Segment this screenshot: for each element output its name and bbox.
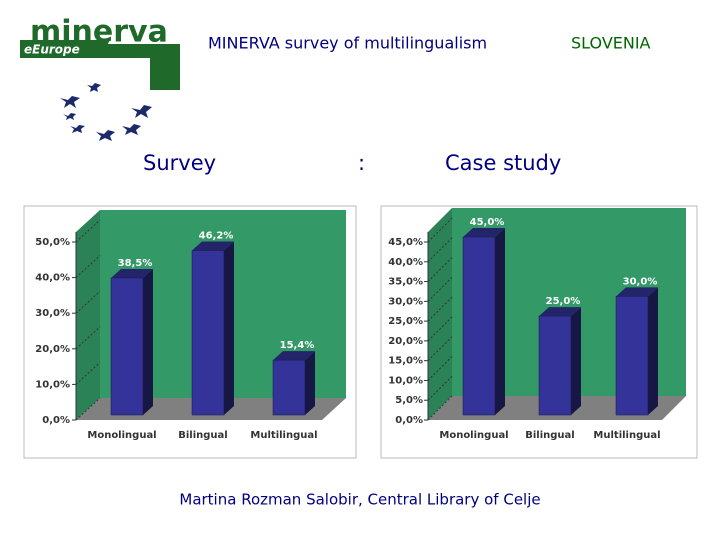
grid-line bbox=[427, 375, 453, 401]
grid-line bbox=[427, 276, 453, 302]
right-label: Case study bbox=[445, 151, 561, 175]
y-tick-label: 5,0% bbox=[395, 395, 423, 406]
y-tick-label: 30,0% bbox=[388, 296, 423, 307]
logo-band bbox=[20, 40, 110, 58]
value-label: 15,4% bbox=[280, 340, 315, 351]
side-wall bbox=[76, 210, 100, 420]
bar bbox=[615, 296, 649, 416]
logo: minerva eEurope bbox=[20, 15, 180, 141]
y-tick-label: 0,0% bbox=[42, 415, 70, 426]
star bbox=[70, 125, 85, 133]
x-tick-label: Monolingual bbox=[439, 430, 508, 441]
y-tick-label: 10,0% bbox=[35, 379, 70, 390]
grid-line bbox=[75, 326, 101, 350]
value-label: 30,0% bbox=[623, 276, 658, 287]
bar bbox=[110, 277, 144, 416]
star bbox=[122, 124, 141, 135]
bar-top bbox=[616, 287, 658, 297]
footer: Martina Rozman Salobir, Central Library … bbox=[179, 491, 540, 509]
y-tick-label: 30,0% bbox=[35, 308, 70, 319]
bar-side bbox=[224, 241, 234, 415]
bar-side bbox=[571, 307, 581, 415]
grid-line bbox=[75, 397, 101, 421]
logo-subtext: eEurope bbox=[24, 43, 80, 57]
star bbox=[60, 96, 80, 108]
y-tick-label: 45,0% bbox=[388, 237, 423, 248]
x-tick-label: Multilingual bbox=[250, 430, 317, 441]
y-tick-label: 0,0% bbox=[395, 415, 423, 426]
star bbox=[63, 113, 76, 120]
grid-line bbox=[427, 336, 453, 362]
grid-line bbox=[75, 290, 101, 314]
value-label: 45,0% bbox=[470, 217, 505, 228]
grid-line bbox=[427, 257, 453, 282]
grid-line bbox=[427, 356, 453, 381]
y-tick-label: 35,0% bbox=[388, 277, 423, 288]
grid-line bbox=[427, 237, 453, 263]
grid-line bbox=[427, 296, 453, 322]
bar-top bbox=[539, 307, 581, 317]
y-tick-label: 40,0% bbox=[388, 257, 423, 268]
x-tick-label: Multilingual bbox=[593, 430, 660, 441]
title-country: SLOVENIA bbox=[571, 34, 651, 53]
bar bbox=[272, 359, 306, 416]
value-label: 25,0% bbox=[546, 296, 581, 307]
x-tick-label: Bilingual bbox=[178, 430, 227, 441]
bar bbox=[191, 250, 225, 416]
bar-top bbox=[111, 268, 153, 278]
side-wall bbox=[428, 208, 452, 420]
bar-top bbox=[463, 228, 505, 237]
y-tick-label: 40,0% bbox=[35, 273, 70, 284]
y-tick-label: 10,0% bbox=[388, 375, 423, 386]
value-label: 46,2% bbox=[199, 231, 234, 242]
star bbox=[96, 130, 115, 141]
y-tick-label: 20,0% bbox=[35, 344, 70, 355]
bar-top bbox=[273, 351, 315, 361]
logo-stars bbox=[60, 83, 152, 141]
grid-line bbox=[427, 217, 453, 243]
bar-top bbox=[192, 241, 234, 251]
x-tick-label: Monolingual bbox=[87, 430, 156, 441]
bar bbox=[462, 236, 496, 416]
grid-line bbox=[75, 255, 101, 278]
bar-side bbox=[143, 268, 153, 415]
y-tick-label: 50,0% bbox=[35, 237, 70, 248]
logo-shape bbox=[100, 44, 180, 90]
y-tick-label: 15,0% bbox=[388, 356, 423, 367]
y-tick-label: 20,0% bbox=[388, 336, 423, 347]
x-tick-label: Bilingual bbox=[525, 430, 574, 441]
value-label: 38,5% bbox=[118, 258, 153, 269]
title: MINERVA survey of multilingualism bbox=[208, 34, 487, 53]
y-tick-label: 25,0% bbox=[388, 316, 423, 327]
logo-text: minerva bbox=[30, 15, 168, 50]
star bbox=[87, 83, 101, 92]
grid-line bbox=[427, 395, 453, 421]
grid-line bbox=[75, 219, 101, 243]
bar bbox=[538, 315, 572, 416]
bar-side bbox=[495, 228, 505, 415]
star bbox=[131, 105, 152, 118]
bar-side bbox=[648, 287, 658, 415]
grid-line bbox=[427, 316, 453, 342]
left-label: Survey bbox=[143, 151, 216, 175]
separator: : bbox=[358, 151, 365, 175]
bar-side bbox=[305, 351, 315, 415]
grid-line bbox=[75, 362, 101, 385]
